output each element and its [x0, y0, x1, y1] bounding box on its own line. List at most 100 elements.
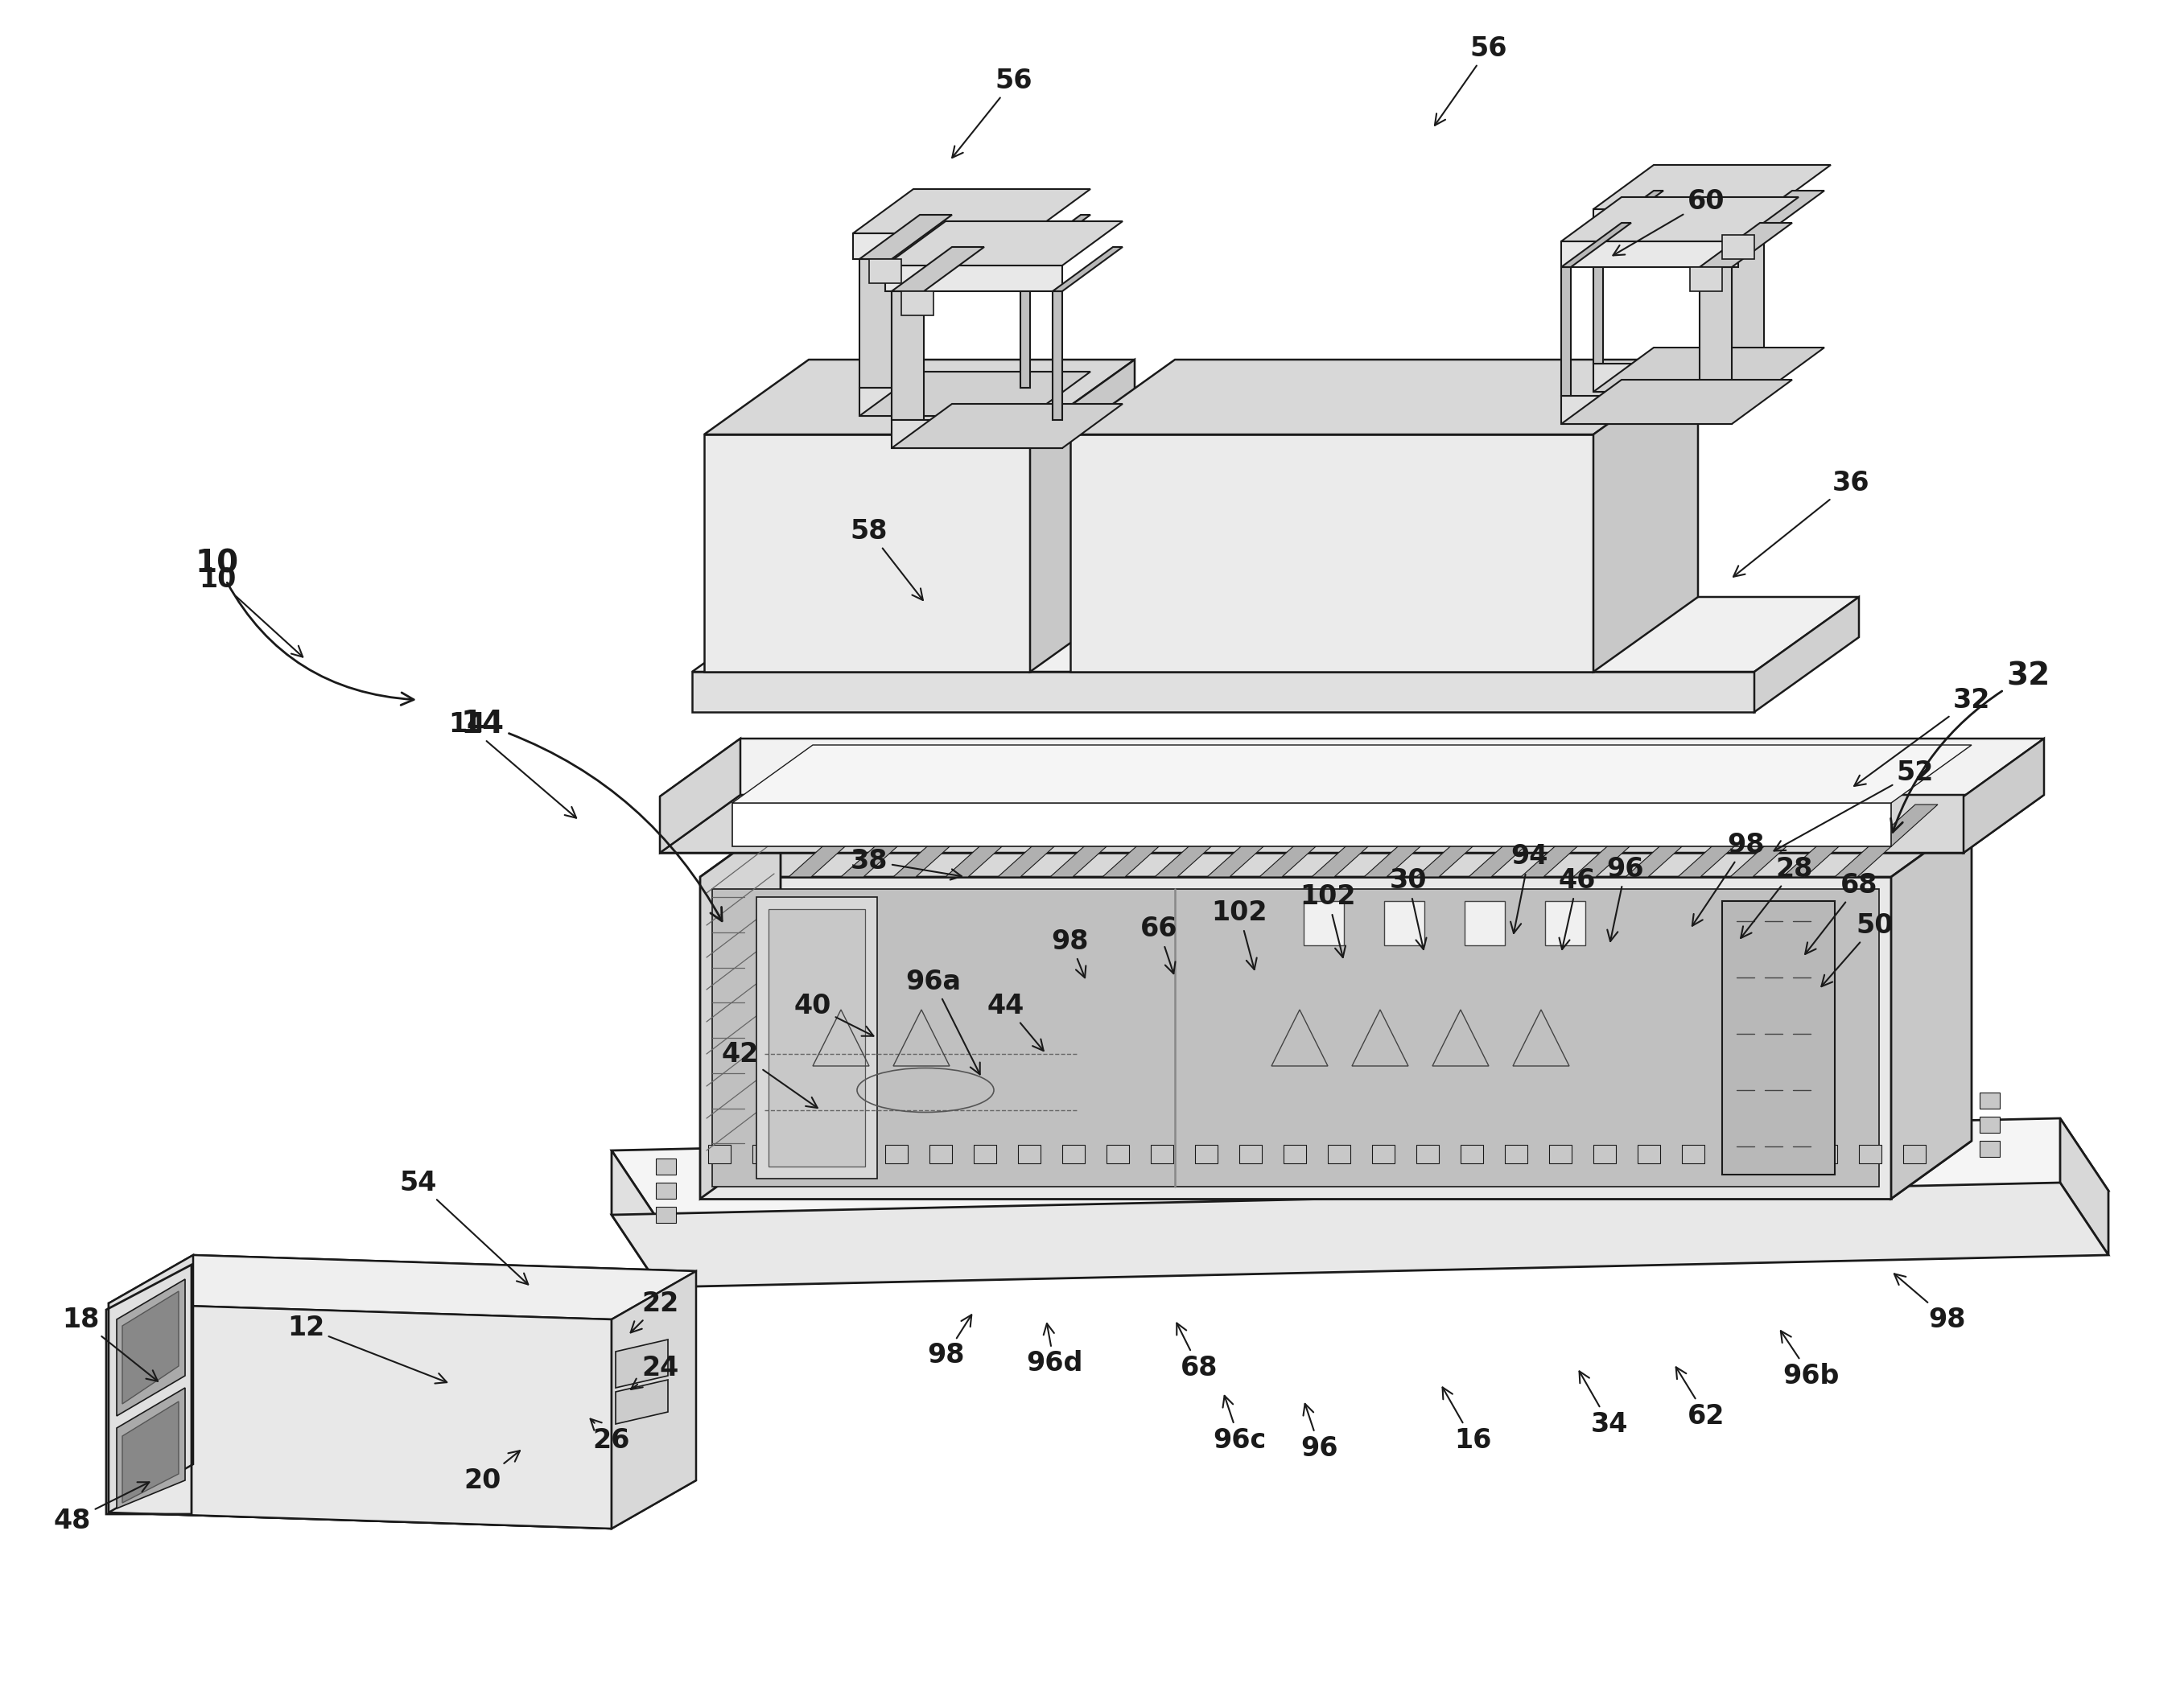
Polygon shape: [692, 598, 1858, 671]
Text: 26: 26: [590, 1419, 631, 1454]
Text: 98: 98: [1895, 1274, 1967, 1332]
Polygon shape: [1573, 804, 1676, 876]
Polygon shape: [1460, 1144, 1484, 1163]
Polygon shape: [1303, 902, 1345, 945]
Polygon shape: [860, 260, 892, 388]
Polygon shape: [1560, 241, 1739, 266]
Polygon shape: [701, 1141, 1971, 1199]
Polygon shape: [853, 190, 1090, 234]
Polygon shape: [1771, 1144, 1793, 1163]
Polygon shape: [1726, 1144, 1750, 1163]
Polygon shape: [118, 1389, 185, 1508]
Text: 96c: 96c: [1212, 1395, 1266, 1454]
Polygon shape: [1103, 804, 1206, 876]
Polygon shape: [1240, 1144, 1262, 1163]
Polygon shape: [1639, 1144, 1660, 1163]
Polygon shape: [692, 671, 1754, 712]
Polygon shape: [1721, 902, 1834, 1175]
Polygon shape: [892, 292, 925, 420]
Polygon shape: [1521, 804, 1623, 876]
Polygon shape: [1732, 236, 1765, 364]
Text: 50: 50: [1821, 912, 1893, 987]
Polygon shape: [1721, 236, 1754, 260]
Polygon shape: [1834, 804, 1939, 876]
Polygon shape: [999, 804, 1101, 876]
Text: 98: 98: [927, 1315, 970, 1368]
Polygon shape: [118, 1279, 185, 1416]
Polygon shape: [1071, 360, 1697, 434]
Polygon shape: [853, 234, 1029, 260]
Polygon shape: [1593, 236, 1604, 364]
Polygon shape: [1815, 1144, 1837, 1163]
Polygon shape: [616, 1380, 668, 1424]
Polygon shape: [1260, 804, 1362, 876]
Text: 24: 24: [631, 1354, 679, 1389]
Text: 42: 42: [722, 1040, 818, 1108]
Polygon shape: [788, 804, 892, 876]
Text: 68: 68: [1806, 871, 1878, 955]
Polygon shape: [973, 1144, 997, 1163]
Polygon shape: [733, 745, 1971, 803]
Polygon shape: [892, 420, 1062, 447]
Polygon shape: [1417, 1144, 1438, 1163]
Polygon shape: [840, 804, 944, 876]
Polygon shape: [109, 1464, 696, 1529]
Text: 32: 32: [1891, 661, 2050, 832]
Text: 102: 102: [1299, 883, 1356, 958]
Polygon shape: [1327, 1144, 1351, 1163]
Polygon shape: [1545, 902, 1586, 945]
Polygon shape: [1560, 266, 1571, 396]
Polygon shape: [1593, 347, 1823, 391]
Text: 96a: 96a: [905, 968, 979, 1074]
Polygon shape: [611, 1182, 2109, 1288]
Polygon shape: [901, 292, 934, 316]
Polygon shape: [947, 804, 1049, 876]
Polygon shape: [886, 265, 1062, 292]
Polygon shape: [892, 248, 984, 292]
Polygon shape: [122, 1402, 178, 1503]
Polygon shape: [1018, 1144, 1040, 1163]
Polygon shape: [1151, 1144, 1173, 1163]
Polygon shape: [892, 403, 1123, 447]
Polygon shape: [1021, 215, 1090, 260]
Polygon shape: [886, 222, 1123, 265]
Polygon shape: [611, 1151, 659, 1288]
Polygon shape: [1464, 902, 1506, 945]
Polygon shape: [860, 388, 1029, 417]
Polygon shape: [1208, 804, 1310, 876]
Text: 96: 96: [1606, 856, 1645, 941]
Polygon shape: [753, 1144, 775, 1163]
Polygon shape: [1549, 1144, 1571, 1163]
Polygon shape: [733, 803, 1891, 847]
Text: 10: 10: [196, 548, 413, 705]
Polygon shape: [655, 1158, 677, 1175]
Text: 46: 46: [1558, 868, 1595, 950]
Polygon shape: [1469, 804, 1571, 876]
Text: 94: 94: [1510, 844, 1547, 933]
Text: 96: 96: [1301, 1404, 1338, 1462]
Polygon shape: [1029, 360, 1134, 671]
Polygon shape: [1754, 598, 1858, 712]
Polygon shape: [840, 1144, 864, 1163]
Polygon shape: [1732, 191, 1823, 236]
Polygon shape: [1682, 1144, 1704, 1163]
Text: 20: 20: [463, 1450, 520, 1493]
Polygon shape: [1560, 222, 1632, 266]
Polygon shape: [1858, 1144, 1882, 1163]
Text: 12: 12: [287, 1313, 446, 1383]
Text: 40: 40: [794, 992, 873, 1037]
Polygon shape: [1625, 804, 1728, 876]
Polygon shape: [122, 1291, 178, 1404]
Text: 18: 18: [61, 1307, 157, 1382]
Polygon shape: [757, 897, 877, 1179]
Polygon shape: [659, 794, 2043, 852]
Polygon shape: [894, 804, 997, 876]
Polygon shape: [1593, 208, 1771, 236]
Text: 32: 32: [1854, 687, 1991, 786]
Polygon shape: [659, 738, 2043, 796]
Polygon shape: [1108, 1144, 1129, 1163]
Text: 14: 14: [448, 711, 577, 818]
Polygon shape: [701, 820, 1971, 876]
Polygon shape: [1593, 191, 1662, 236]
Polygon shape: [1021, 260, 1029, 388]
